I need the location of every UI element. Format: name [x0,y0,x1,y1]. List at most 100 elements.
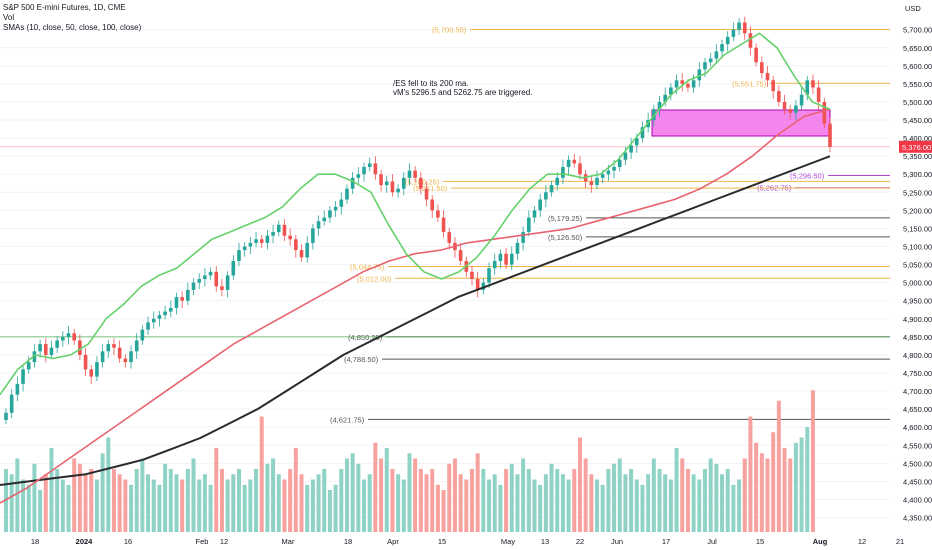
candle-body [9,394,14,413]
candle-body [140,329,145,341]
candle-body [259,239,264,243]
pink-zone [651,109,831,137]
time-tick-label: Jul [707,537,717,546]
volume-bar [83,474,88,532]
candle-body [595,177,599,186]
candle-body [458,250,463,261]
volume-bar [714,463,719,532]
volume-bar [157,484,162,532]
volume-bar [447,463,452,532]
candle-body [117,347,122,359]
volume-bar [577,437,582,532]
chart-annotation: /ES fell to its 200 ma. vM's 5296.5 and … [393,79,532,97]
volume-bar [555,469,560,532]
volume-bar [702,469,707,532]
time-tick-label: 22 [576,537,584,546]
volume-bar [748,416,753,532]
volume-bar [413,458,418,532]
volume-bar [572,469,577,532]
candle-body [509,253,514,265]
candle-body [345,188,349,200]
volume-bar [214,448,219,532]
candle-body [123,358,128,363]
volume-bar [100,453,105,532]
volume-bar [805,427,810,532]
candle-body [214,271,219,287]
volume-bar [168,469,173,532]
time-tick-label: 15 [756,537,764,546]
candle-body [311,228,315,243]
candle-body [203,275,207,280]
volume-bar [515,474,520,532]
candle-body [617,159,622,168]
volume-bar [765,458,770,532]
volume-bar [612,463,617,532]
candle-body [294,239,298,251]
volume-bar [452,458,457,532]
candle-body [703,62,707,70]
price-tick-label: 5,100.00 [903,243,932,252]
candle-body [657,101,662,110]
chart-title: S&P 500 E-mini Futures, 1D, CME [3,3,126,12]
price-tick-label: 4,850.00 [903,333,932,342]
candle-body [674,80,679,88]
candle-body [492,260,497,269]
candle-body [544,192,548,200]
candle-body [447,232,452,243]
volume-bar [174,474,179,532]
candle-body [742,22,747,34]
candle-body [475,279,480,290]
candle-body [333,206,338,211]
price-tick-label: 4,800.00 [903,351,932,360]
price-tick-label: 4,700.00 [903,387,932,396]
volume-bar [663,474,668,532]
candle-body [254,239,258,243]
time-tick-label: 18 [31,537,39,546]
price-tick-label: 5,550.00 [903,80,932,89]
candle-body [146,322,150,330]
candle-body [515,242,520,254]
volume-bar [26,484,31,532]
volume-bar [202,474,207,532]
candle-body [43,344,48,355]
volume-bar [72,458,77,532]
price-tick-label: 5,450.00 [903,116,932,125]
candle-body [805,80,810,95]
price-level-label: (5,296.50) [790,171,825,180]
annotation-line-2: vM's 5296.5 and 5262.75 are triggered. [393,88,533,97]
time-tick-label: Apr [387,537,399,546]
candle-body [691,80,696,88]
time-tick-label: 12 [858,537,866,546]
volume-bar [401,479,406,532]
candle-body [663,94,667,102]
volume-bar [595,479,600,532]
candle-body [305,242,309,258]
volume-bar [134,469,139,532]
candle-body [794,105,798,113]
candle-body [362,167,366,175]
volume-bar [344,458,349,532]
volume-bar [737,479,742,532]
sma10-line [0,32,831,396]
time-tick-label: 21 [896,537,904,546]
volume-bar [560,474,565,532]
volume-bar [526,469,531,532]
volume-bar [793,442,798,532]
volume-bar [106,437,111,532]
volume-label: Vol [3,13,15,22]
candle-body [208,271,213,276]
volume-bar [254,469,259,532]
candle-body [549,185,554,193]
volume-bar [776,400,781,532]
candle-body [248,242,253,247]
volume-bar [362,479,367,532]
sma50-line [0,108,831,504]
price-tick-label: 5,250.00 [903,188,932,197]
time-tick-label: 12 [220,537,228,546]
volume-bar [197,479,202,532]
candle-body [191,282,196,290]
volume-bar [89,469,94,532]
volume-bar [305,484,310,532]
volume-bar [731,484,736,532]
